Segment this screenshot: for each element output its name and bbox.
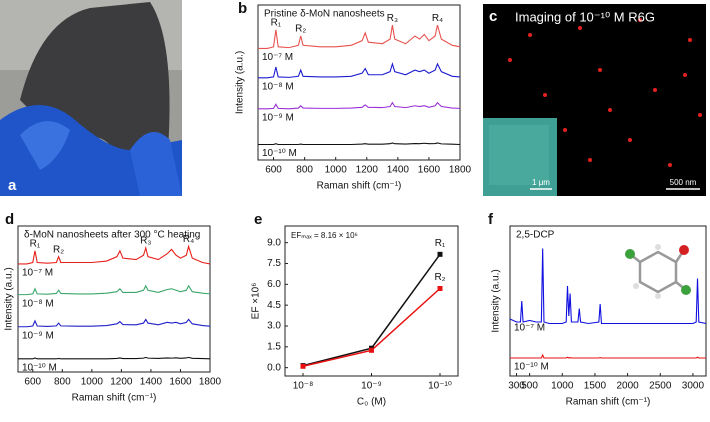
panel-label: a: [8, 177, 17, 194]
annotation: EFₘₐₓ = 8.16 × 10⁶: [291, 231, 358, 240]
series-line: [258, 142, 461, 146]
y-axis-label: EF ×10⁶: [251, 283, 262, 320]
x-tick-label: 1000: [325, 165, 348, 176]
x-tick-label: 3000: [682, 381, 705, 392]
series-label: R₂: [434, 272, 445, 283]
y-axis-label: Intensity (a.u.): [491, 269, 502, 332]
scale-label: 500 nm: [670, 178, 697, 187]
plot-frame: [257, 4, 461, 161]
series-line: [510, 353, 706, 359]
marker: [369, 347, 374, 353]
series-line: [18, 244, 211, 265]
series-line: [509, 248, 707, 325]
chart-title: Pristine δ-MoN nanosheets: [264, 9, 385, 20]
x-tick-label: 600: [24, 377, 41, 388]
series-label: 10⁻⁸ M: [22, 298, 54, 309]
x-tick-label: 10⁻¹⁰: [428, 381, 452, 392]
series-line: [18, 284, 211, 296]
x-tick-label: 600: [265, 165, 282, 176]
x-tick-label: 1500: [584, 381, 607, 392]
series-label: 10⁻⁹ M: [22, 330, 54, 341]
x-tick-label: 10⁻⁹: [361, 381, 382, 392]
x-tick-label: 1400: [140, 377, 163, 388]
molecule: [625, 244, 691, 299]
panel-label: f: [488, 211, 494, 228]
y-axis-label: Intensity (a.u.): [4, 267, 15, 330]
peak-label: R₃: [140, 236, 151, 247]
x-axis-label: C₀ (M): [357, 397, 386, 408]
x-tick-label: 10⁻⁸: [293, 381, 314, 392]
series-label: 10⁻⁷ M: [22, 268, 53, 279]
peak-label: R₁: [271, 17, 282, 28]
x-tick-label: 1600: [169, 377, 192, 388]
x-tick-label: 1200: [356, 165, 379, 176]
x-axis-label: Raman shift (cm⁻¹): [72, 393, 157, 404]
plot-frame: [509, 225, 707, 377]
y-tick-label: 9.0: [267, 237, 281, 248]
peak-label: R₁: [30, 238, 41, 249]
x-tick-label: 800: [54, 377, 71, 388]
series-line: [302, 287, 441, 368]
series-line: [258, 25, 461, 49]
y-tick-label: 7.5: [267, 258, 281, 269]
peak-label: R₄: [183, 234, 194, 245]
x-axis-label: Raman shift (cm⁻¹): [317, 181, 402, 192]
y-tick-label: 1.5: [267, 341, 281, 352]
x-tick-label: 1000: [551, 381, 574, 392]
x-tick-label: 1600: [418, 165, 441, 176]
plot-frame: [17, 225, 211, 373]
panel-label: c: [489, 8, 497, 25]
y-axis-label: Intensity (a.u.): [235, 51, 246, 114]
series-line: [258, 61, 461, 79]
x-tick-label: 500: [521, 381, 538, 392]
x-tick-label: 1000: [81, 377, 104, 388]
photo-a: [0, 0, 182, 196]
x-tick-label: 800: [296, 165, 313, 176]
series-label: 10⁻⁸ M: [262, 81, 294, 92]
peak-label: R₂: [295, 24, 306, 35]
chart-title: 2,5-DCP: [516, 230, 555, 241]
y-tick-label: 6.0: [267, 279, 281, 290]
chart-title: δ-MoN nanosheets after 300 °C heating: [24, 230, 200, 241]
plot-frame: [284, 225, 459, 377]
x-tick-label: 2000: [616, 381, 639, 392]
x-tick-label: 1800: [449, 165, 472, 176]
series-label: 10⁻⁷ M: [262, 52, 293, 63]
x-tick-label: 2500: [649, 381, 672, 392]
image-c: [483, 4, 706, 196]
series-label: R₁: [435, 238, 446, 249]
x-tick-label: 1800: [199, 377, 222, 388]
x-tick-label: 1400: [387, 165, 410, 176]
series-label: 10⁻¹⁰ M: [262, 148, 297, 159]
series-label: 10⁻⁷ M: [514, 323, 545, 334]
peak-label: R₂: [53, 244, 64, 255]
series-line: [18, 356, 211, 360]
panel-label: b: [238, 0, 247, 17]
x-tick-label: 300: [508, 381, 525, 392]
panel-label: d: [5, 211, 14, 228]
series-label: 10⁻¹⁰ M: [22, 363, 57, 374]
x-axis-label: Raman shift (cm⁻¹): [566, 397, 651, 408]
marker: [437, 251, 443, 257]
series-label: 10⁻¹⁰ M: [514, 362, 549, 373]
y-tick-label: 3.0: [267, 321, 281, 332]
series-line: [18, 318, 211, 328]
scale-label: 1 μm: [532, 178, 550, 187]
y-tick-label: 0.0: [267, 362, 281, 373]
series-line: [258, 101, 461, 110]
x-tick-label: 1200: [110, 377, 133, 388]
peak-label: R₄: [432, 13, 443, 24]
peak-label: R₃: [387, 13, 398, 24]
marker: [437, 286, 443, 291]
series-label: 10⁻⁹ M: [262, 112, 294, 123]
panel-label: e: [254, 211, 262, 228]
y-tick-label: 4.5: [267, 300, 281, 311]
image-title: Imaging of 10⁻¹⁰ M R6G: [515, 9, 655, 24]
marker: [300, 363, 306, 369]
